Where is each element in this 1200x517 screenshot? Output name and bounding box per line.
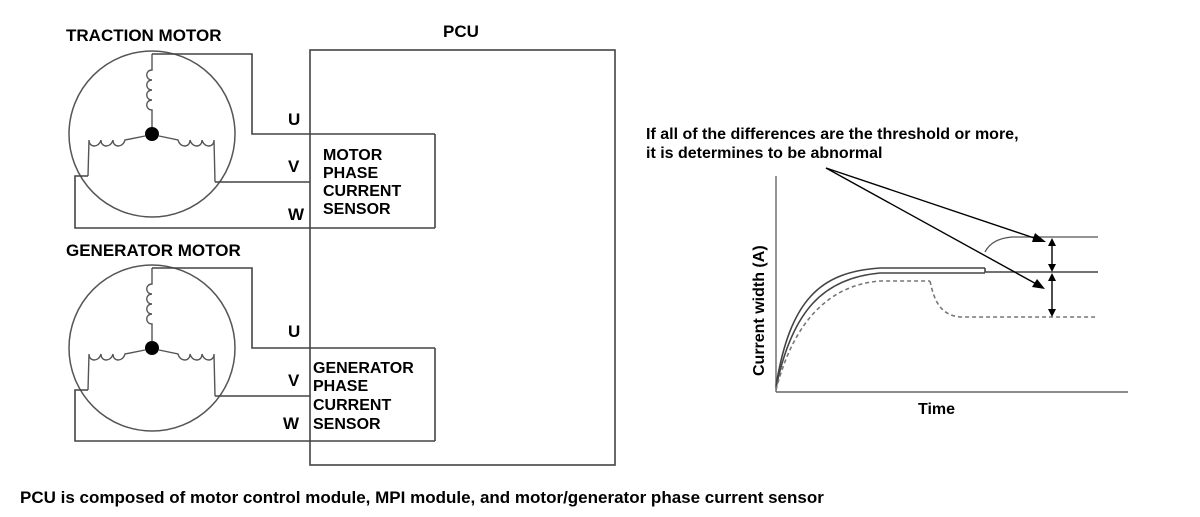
traction-sensor-line-1: MOTOR (323, 147, 383, 164)
traction-wire-w (74, 175, 435, 229)
graph-fall-branch (929, 280, 1098, 318)
traction-coil-v (158, 135, 216, 183)
graph-pointer-lower-head (1032, 279, 1045, 289)
graph-curve-3 (775, 280, 930, 391)
traction-neutral-point (145, 127, 159, 141)
graph-pointer-lower (825, 167, 1041, 287)
traction-coil-w (87, 135, 146, 177)
traction-label-v: V (288, 157, 300, 176)
graph-curve-1 (775, 267, 985, 387)
generator-sensor-line-1: GENERATOR (313, 360, 414, 377)
traction-motor-circle (68, 50, 236, 218)
generator-wire-w (74, 389, 435, 442)
generator-coil-u (146, 268, 153, 341)
generator-motor-title: GENERATOR MOTOR (66, 241, 241, 260)
graph-note-line-2: it is determines to be abnormal (646, 145, 883, 162)
traction-sensor-line-2: PHASE (323, 165, 378, 182)
generator-motor-circle (68, 264, 236, 432)
generator-wire-u (152, 267, 435, 349)
traction-label-w: W (288, 205, 305, 224)
generator-label-v: V (288, 371, 300, 390)
generator-neutral-point (145, 341, 159, 355)
graph-pointer-upper (825, 167, 1041, 241)
traction-motor-group: TRACTION MOTOR U V W MOTOR PHASE CURRENT… (66, 26, 436, 229)
traction-label-u: U (288, 110, 300, 129)
graph-diff-arrow-lower-head-top (1048, 273, 1056, 281)
graph-pointer-upper-head (1032, 233, 1046, 242)
generator-sensor-line-4: SENSOR (313, 416, 381, 433)
diagram-caption: PCU is composed of motor control module,… (20, 488, 824, 507)
generator-coil-w (87, 349, 146, 391)
graph-note-line-1: If all of the differences are the thresh… (646, 126, 1019, 143)
generator-label-u: U (288, 322, 300, 341)
graph-xlabel: Time (918, 401, 955, 418)
generator-label-w: W (283, 414, 300, 433)
graph-ylabel: Current width (A) (751, 245, 768, 376)
pcu-title: PCU (443, 22, 479, 41)
graph-rise-branch (984, 236, 1098, 253)
graph-diff-arrow-upper-head-top (1048, 238, 1056, 246)
traction-sensor-line-3: CURRENT (323, 183, 401, 200)
traction-sensor-line-4: SENSOR (323, 201, 391, 218)
generator-coil-v (158, 349, 216, 397)
graph-diff-arrow-lower-head-bot (1048, 309, 1056, 317)
pcu-box (309, 49, 616, 466)
current-graph: If all of the differences are the thresh… (646, 126, 1128, 418)
traction-motor-title: TRACTION MOTOR (66, 26, 222, 45)
traction-wire-u (152, 53, 435, 135)
generator-sensor-line-3: CURRENT (313, 397, 391, 414)
traction-coil-u (146, 54, 153, 127)
generator-motor-group: GENERATOR MOTOR U V W GENERATOR PHASE CU… (66, 241, 436, 442)
graph-diff-arrow-upper-head-bot (1048, 264, 1056, 272)
graph-curve-2 (775, 272, 985, 389)
graph-normal-level (984, 268, 1098, 273)
generator-sensor-line-2: PHASE (313, 378, 368, 395)
